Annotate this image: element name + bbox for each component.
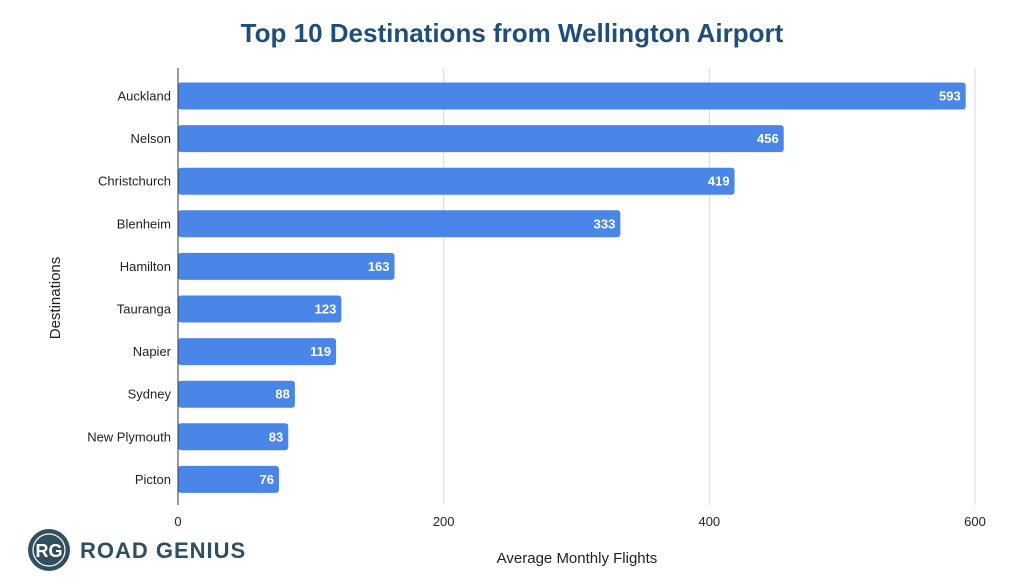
bar-value-label: 419: [708, 174, 730, 189]
category-label: Sydney: [128, 387, 172, 402]
bar-value-label: 456: [757, 131, 779, 146]
x-axis-title: Average Monthly Flights: [497, 550, 658, 567]
logo-mark-ring: [32, 533, 66, 567]
bar: [178, 295, 342, 323]
x-tick-label: 0: [174, 514, 181, 529]
logo-mark-text: RG: [36, 541, 63, 561]
bar: [178, 338, 337, 366]
chart-title: Top 10 Destinations from Wellington Airp…: [241, 18, 784, 48]
bar: [178, 167, 735, 195]
bar-value-label: 593: [939, 89, 961, 104]
bar: [178, 423, 289, 451]
logo-wordmark: ROAD GENIUS: [80, 538, 246, 563]
bar-value-label: 88: [275, 387, 289, 402]
y-axis-title: Destinations: [47, 257, 64, 340]
bar: [178, 82, 966, 110]
bar-value-label: 123: [315, 302, 337, 317]
bar-value-label: 163: [368, 259, 390, 274]
bar: [178, 125, 784, 153]
bars: 593 456 419 333 163 123 119 88 83 76: [178, 82, 966, 493]
category-label: Hamilton: [120, 259, 171, 274]
bar: [178, 210, 621, 238]
bar: [178, 252, 395, 280]
bar: [178, 465, 279, 493]
bar-value-label: 76: [259, 472, 273, 487]
x-tick-label: 600: [964, 514, 986, 529]
category-label: Auckland: [118, 89, 171, 104]
category-label: Tauranga: [117, 302, 172, 317]
category-label: Napier: [133, 344, 172, 359]
logo-mark-circle: [28, 529, 70, 571]
x-tick-label: 200: [433, 514, 455, 529]
bar-value-label: 119: [310, 344, 331, 359]
category-label: Christchurch: [98, 174, 171, 189]
x-axis-ticks: 0 200 400 600: [174, 514, 985, 529]
bar: [178, 380, 295, 408]
category-label: Blenheim: [117, 216, 171, 231]
x-tick-label: 400: [698, 514, 720, 529]
bar-value-label: 83: [269, 429, 283, 444]
category-label: Picton: [135, 472, 171, 487]
category-label: New Plymouth: [87, 429, 171, 444]
category-label: Nelson: [131, 131, 171, 146]
road-genius-logo: RG ROAD GENIUS: [28, 529, 246, 571]
bar-value-label: 333: [594, 216, 616, 231]
category-labels: Auckland Nelson Christchurch Blenheim Hamilt…: [87, 89, 172, 487]
